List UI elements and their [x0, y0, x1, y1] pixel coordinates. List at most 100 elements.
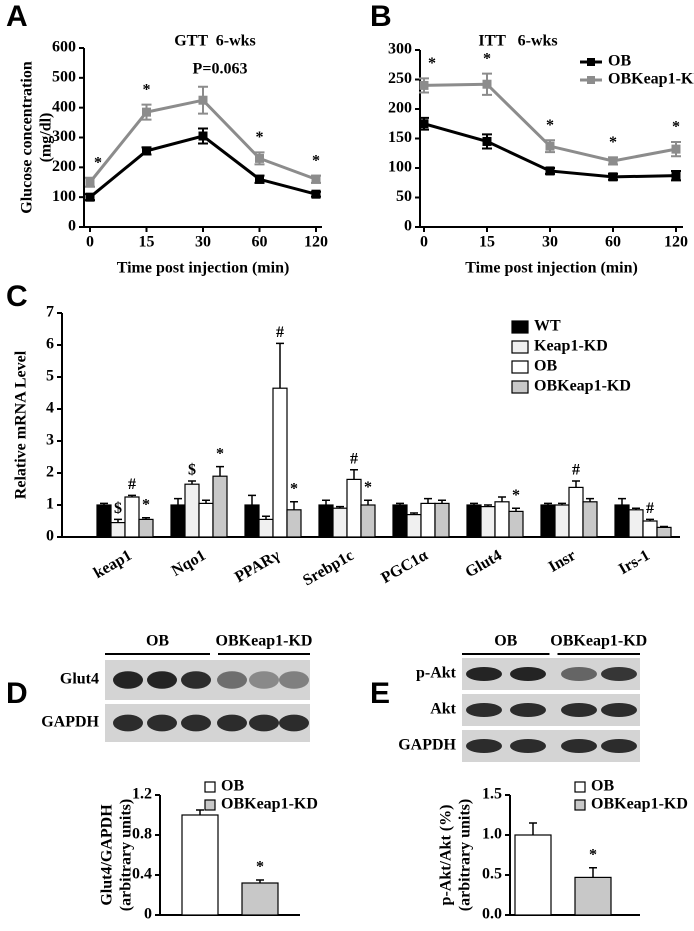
point	[142, 146, 151, 156]
y-tick-label: 200	[388, 100, 412, 117]
x-tick-label: 30	[542, 234, 558, 251]
error-bar	[276, 342, 284, 389]
point	[671, 144, 681, 154]
blot-band	[217, 714, 247, 732]
y-tick-label: 150	[388, 129, 412, 146]
x-axis-label: Time post injection (min)	[465, 260, 638, 277]
y-axis-label: Glucose concentration	[19, 61, 36, 214]
bar	[540, 504, 556, 538]
x-tick-label: 15	[479, 234, 495, 251]
bar	[508, 510, 524, 538]
blot-band	[249, 714, 279, 732]
y-tick-label: 5	[46, 368, 54, 385]
point	[419, 119, 429, 129]
bar	[272, 387, 288, 538]
y-tick-label: 0.0	[482, 906, 502, 923]
point	[482, 79, 492, 89]
annotation: #	[350, 450, 358, 467]
group-label: OBKeap1-KD	[216, 633, 313, 650]
error-bar	[572, 480, 580, 488]
bar	[96, 504, 112, 538]
y-tick-label: 1.0	[482, 826, 502, 843]
blot-band	[601, 666, 637, 682]
x-tick-label: 30	[195, 234, 211, 251]
bar	[110, 521, 126, 538]
blot-band	[510, 702, 546, 718]
point	[545, 141, 555, 151]
point	[608, 156, 618, 166]
y-tick-label: 0.8	[132, 826, 152, 843]
annotation: *	[256, 129, 264, 146]
blot-band	[601, 702, 637, 718]
point	[545, 166, 555, 176]
blot-band	[147, 671, 177, 689]
error-bar	[498, 496, 506, 502]
x-tick-label: Nqo1	[169, 547, 209, 580]
x-tick-label: Irs-1	[616, 547, 653, 578]
blot-band	[249, 671, 279, 689]
error-bar	[216, 465, 224, 477]
bar	[466, 504, 482, 538]
bar	[642, 520, 658, 538]
bar	[124, 496, 140, 538]
error-bar	[529, 822, 537, 835]
y-axis-label: Glut4/GAPDH	[99, 804, 116, 906]
bar	[434, 502, 450, 538]
bar	[318, 504, 334, 538]
legend-swatch	[511, 320, 529, 334]
blot-band	[466, 702, 502, 718]
y-tick-label: 500	[52, 69, 76, 86]
y-tick-label: 0.5	[482, 866, 502, 883]
row-label: Glut4	[60, 671, 99, 688]
panel-letter: C	[6, 280, 28, 313]
y-tick-label: 300	[388, 41, 412, 58]
blot-band	[113, 714, 143, 732]
y-tick-label: 0	[46, 528, 54, 545]
bar	[181, 814, 219, 916]
y-axis-label: p-Akt/Akt (%)	[438, 805, 455, 906]
x-tick-label: Insr	[546, 547, 579, 576]
y-tick-label: 1.5	[482, 786, 502, 803]
blot-band	[561, 738, 597, 754]
error-bar	[248, 494, 256, 505]
y-tick-label: 0	[144, 906, 152, 923]
annotation: *	[589, 846, 597, 863]
legend-label: OBKeap1-KD	[221, 796, 318, 813]
y-tick-label: 3	[46, 432, 54, 449]
blot-band	[147, 714, 177, 732]
y-axis-label: (mg/dl)	[38, 113, 55, 163]
y-axis-label: (arbitrary units)	[457, 799, 474, 911]
bar	[184, 483, 200, 538]
legend-swatch	[204, 781, 216, 793]
error-bar	[364, 499, 372, 505]
bar	[628, 509, 644, 538]
annotation: *	[428, 55, 436, 72]
legend-swatch	[511, 360, 529, 374]
annotation: *	[483, 50, 491, 67]
y-tick-label: 200	[52, 158, 76, 175]
panel-letter: B	[370, 0, 392, 33]
annotation: *	[143, 81, 151, 98]
blot-band	[601, 738, 637, 754]
bar	[360, 504, 376, 538]
x-tick-label: PPARγ	[232, 547, 283, 586]
bar	[582, 501, 598, 538]
point	[85, 192, 95, 202]
annotation: *	[142, 496, 150, 513]
bar	[346, 478, 362, 538]
y-axis-label: (arbitrary units)	[118, 799, 135, 911]
point	[85, 177, 95, 187]
panel-letter: A	[6, 0, 28, 33]
bar	[494, 501, 510, 538]
legend-label: OBKeap1-KD	[608, 71, 694, 88]
annotation: #	[276, 324, 284, 341]
y-tick-label: 0.4	[132, 866, 152, 883]
y-tick-label: 6	[46, 336, 54, 353]
bar	[514, 834, 552, 916]
annotation: *	[546, 117, 554, 134]
error-bar	[589, 867, 597, 878]
error-bar	[290, 501, 298, 510]
y-tick-label: 300	[52, 128, 76, 145]
bar	[244, 504, 260, 538]
legend-label: OB	[591, 778, 614, 795]
